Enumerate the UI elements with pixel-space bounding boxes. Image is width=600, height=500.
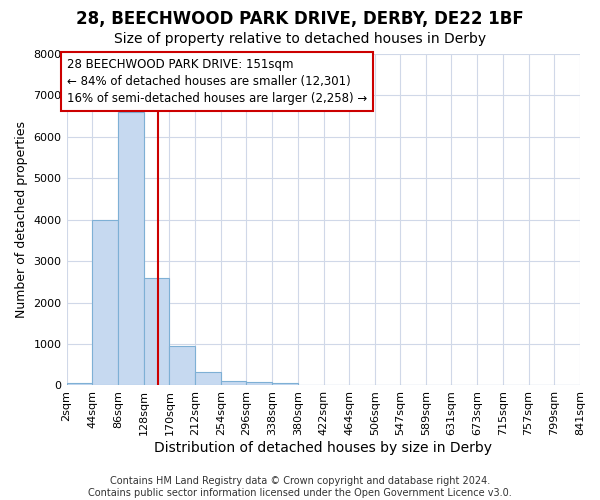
Text: Contains HM Land Registry data © Crown copyright and database right 2024.
Contai: Contains HM Land Registry data © Crown c… <box>88 476 512 498</box>
Text: 28 BEECHWOOD PARK DRIVE: 151sqm
← 84% of detached houses are smaller (12,301)
16: 28 BEECHWOOD PARK DRIVE: 151sqm ← 84% of… <box>67 58 367 105</box>
X-axis label: Distribution of detached houses by size in Derby: Distribution of detached houses by size … <box>154 441 492 455</box>
Y-axis label: Number of detached properties: Number of detached properties <box>15 121 28 318</box>
Bar <box>169 346 195 386</box>
Bar <box>195 372 221 386</box>
Text: Size of property relative to detached houses in Derby: Size of property relative to detached ho… <box>114 32 486 46</box>
Bar <box>247 382 272 386</box>
Bar <box>221 381 247 386</box>
Bar <box>272 384 298 386</box>
Text: 28, BEECHWOOD PARK DRIVE, DERBY, DE22 1BF: 28, BEECHWOOD PARK DRIVE, DERBY, DE22 1B… <box>76 10 524 28</box>
Bar <box>67 384 92 386</box>
Bar <box>92 220 118 386</box>
Bar <box>143 278 169 386</box>
Bar <box>118 112 143 386</box>
